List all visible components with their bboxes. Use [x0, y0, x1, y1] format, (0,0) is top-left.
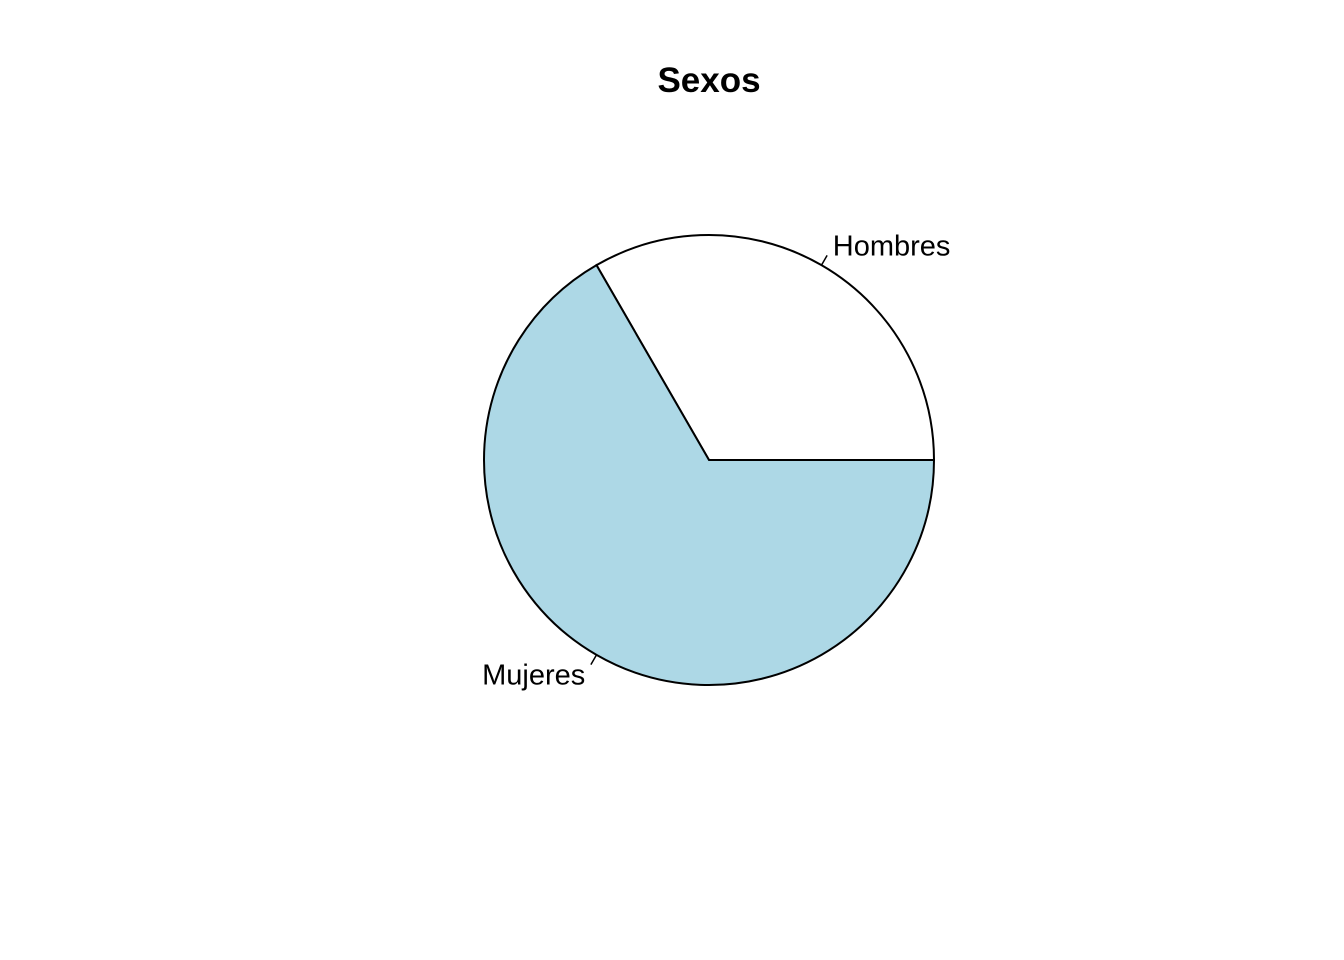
chart-title: Sexos: [657, 61, 760, 100]
pie-slice-mujeres: [483, 263, 936, 686]
leader-line-mujeres: [590, 654, 598, 665]
slice-label-mujeres: Mujeres: [482, 659, 585, 691]
pie-labels: Hombres Mujeres: [482, 231, 950, 692]
slice-label-hombres: Hombres: [833, 231, 951, 263]
leader-line-hombres: [820, 255, 828, 266]
pie-leader-lines: [590, 255, 828, 665]
pie-slices: [483, 234, 936, 686]
